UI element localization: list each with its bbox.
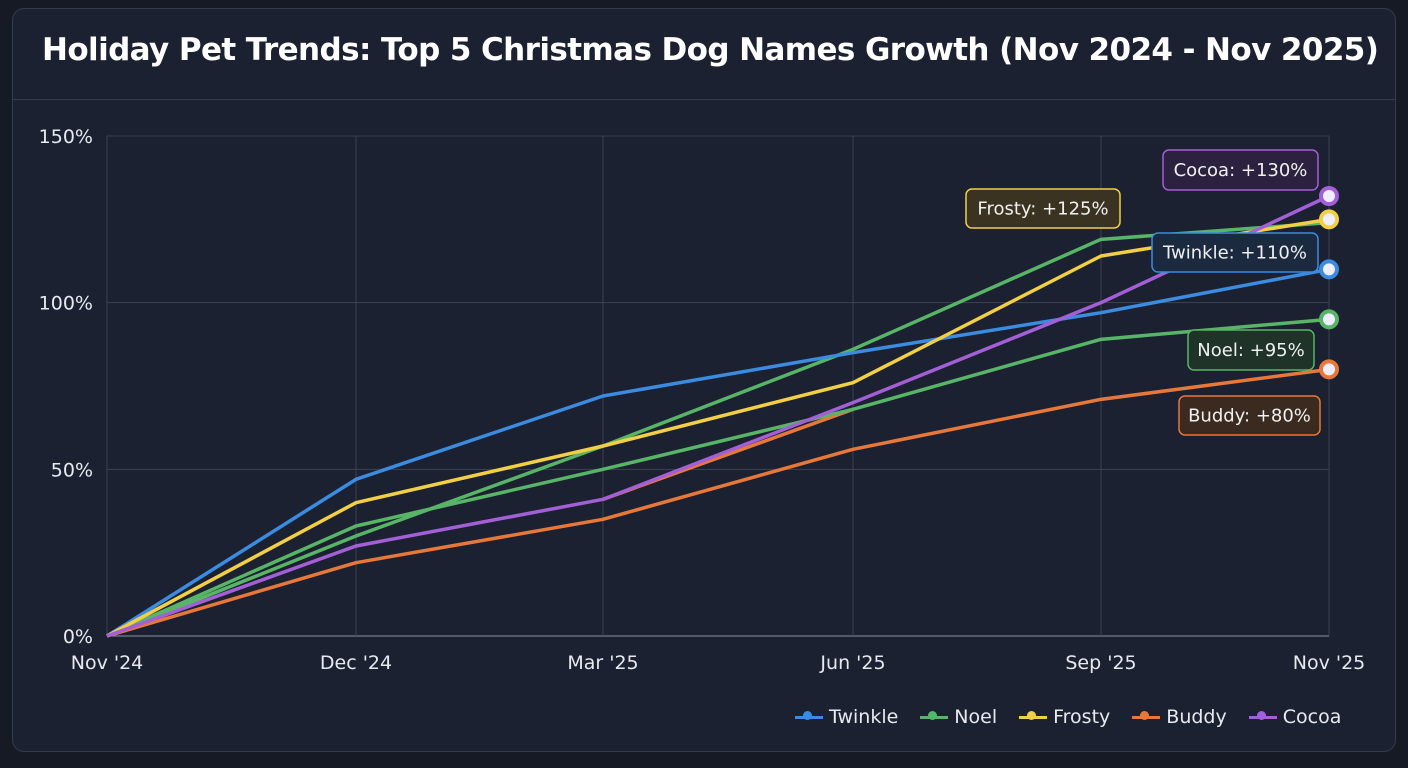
legend-swatch [1019,710,1048,720]
annotation-box-frosty [965,188,1121,229]
header-divider [12,99,1396,100]
legend-item-buddy[interactable]: Buddy [1132,706,1227,728]
end-marker-frosty [1319,209,1339,230]
annotation-label-frosty: Frosty: +125% [977,199,1108,220]
end-marker-twinkle [1319,259,1339,280]
extra-series-line [106,220,1330,638]
chart-title: Holiday Pet Trends: Top 5 Christmas Dog … [42,32,1379,68]
series-line-buddy [106,367,1330,638]
end-marker-cocoa [1319,186,1339,206]
legend-label: Cocoa [1282,706,1342,728]
annotation-box-noel [1187,329,1315,371]
x-tick-label: Mar '25 [567,652,638,674]
end-marker-buddy [1319,359,1339,380]
x-tick-label: Dec '24 [320,652,392,674]
annotation-label-cocoa: Cocoa: +130% [1174,160,1308,181]
annotation-box-buddy [1178,395,1321,436]
legend-swatch [1132,710,1161,720]
series-line-twinkle [106,267,1330,638]
annotation-box-cocoa [1162,149,1319,191]
legend-label: Buddy [1166,706,1227,728]
y-tick-label: 50% [51,459,93,481]
annotation-label-twinkle: Twinkle: +110% [1162,243,1307,264]
legend-swatch [795,710,823,720]
legend-item-twinkle[interactable]: Twinkle [795,706,898,728]
y-tick-label: 100% [39,293,93,315]
legend-item-noel[interactable]: Noel [920,706,997,728]
end-marker-noel [1319,309,1339,330]
legend-swatch [1248,710,1277,720]
legend-label: Twinkle [829,706,899,728]
legend-label: Noel [954,706,998,728]
y-tick-label: 150% [39,126,93,148]
y-tick-label: 0% [63,626,93,648]
legend-swatch [920,710,949,720]
legend-item-frosty[interactable]: Frosty [1019,706,1110,728]
series-line-frosty [106,217,1330,638]
x-tick-label: Nov '25 [1293,652,1366,674]
legend-label: Frosty [1053,706,1111,728]
x-tick-label: Sep '25 [1065,652,1136,674]
series-line-noel [106,317,1330,638]
legend: Twinkle Noel Frosty Buddy Cocoa [795,706,1341,728]
annotation-label-buddy: Buddy: +80% [1188,406,1311,427]
series-line-cocoa [106,194,1330,638]
annotation-label-noel: Noel: +95% [1197,340,1304,361]
annotation-box-twinkle [1151,232,1319,273]
x-tick-label: Jun '25 [819,652,885,674]
legend-item-cocoa[interactable]: Cocoa [1248,706,1342,728]
x-tick-label: Nov '24 [71,652,144,674]
